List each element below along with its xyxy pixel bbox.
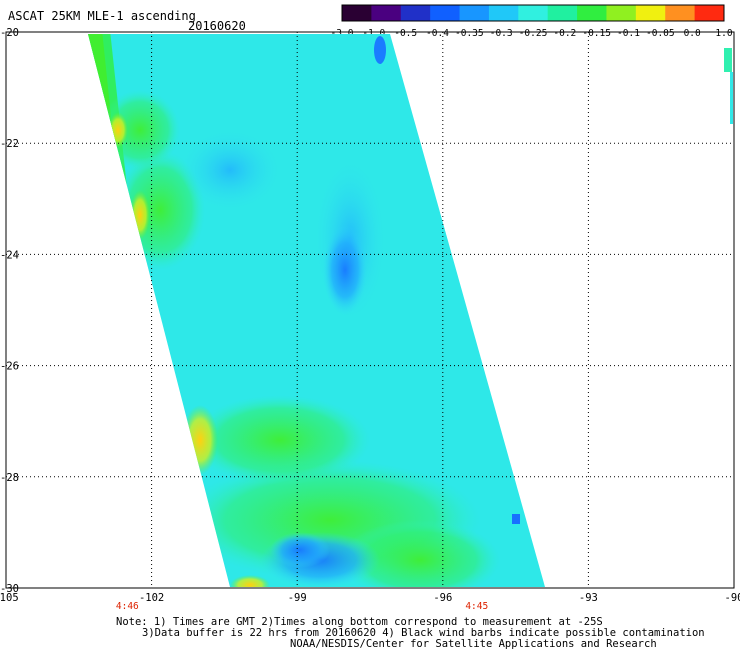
note-line-2: 3)Data buffer is 22 hrs from 20160620 4)…	[142, 627, 705, 639]
colorbar-label: -0.2	[553, 28, 576, 39]
colorbar-cell	[635, 5, 666, 21]
colorbar-label: -0.3	[490, 28, 513, 39]
time-labels: 4:46 4:45	[116, 601, 488, 612]
colorbar-cell	[400, 5, 431, 21]
colorbar-cell	[547, 5, 578, 21]
colorbar-cell	[459, 5, 490, 21]
colorbar-label: -3.0	[331, 28, 354, 39]
colorbar-label: -0.15	[582, 28, 611, 39]
colorbar-label: -0.5	[394, 28, 417, 39]
colorbar-label: -1.0	[362, 28, 385, 39]
edge-strip	[724, 48, 732, 72]
colorbar: -3.0 -1.0 -0.5 -0.4 -0.35 -0.3 -0.25 -0.2 -0.15-…	[331, 4, 733, 39]
colorbar-cell	[665, 5, 696, 21]
graticule	[6, 32, 734, 588]
colorbar-cell	[518, 5, 549, 21]
longitude-label: -105	[0, 592, 19, 604]
longitude-label: -96	[433, 592, 452, 604]
colorbar-cell	[488, 5, 519, 21]
note-line-1: Note: 1) Times are GMT 2)Times along bot…	[116, 616, 603, 628]
latitude-label: -22	[0, 138, 19, 150]
colorbar-cell	[606, 5, 637, 21]
colorbar-cell	[577, 5, 607, 21]
longitude-label: -90	[725, 592, 740, 604]
latitude-label: -30	[0, 583, 19, 595]
colorbar-cell	[694, 5, 725, 21]
time-label: 4:45	[465, 601, 488, 612]
colorbar-cell	[342, 5, 372, 21]
colorbar-label: -0.05	[646, 28, 675, 39]
map-panel: -105-102-99-96-93-90 -20-22-24-26-28-30 …	[0, 27, 740, 612]
colorbar-cell	[430, 5, 461, 21]
colorbar-label: -0.4	[426, 28, 449, 39]
longitude-labels: -105 -102 -99 -96 -93 -90	[0, 592, 740, 604]
colorbar-label: 1.0	[715, 28, 732, 39]
colorbar-label: -0.35	[455, 28, 484, 39]
colorbar-label: -0.1	[617, 28, 640, 39]
latitude-label: -28	[0, 472, 19, 484]
latitude-label: -20	[0, 27, 19, 39]
longitude-label: -102	[139, 592, 164, 604]
ascat-swath	[88, 34, 545, 587]
colorbar-label: -0.25	[519, 28, 548, 39]
time-label: 4:46	[116, 601, 139, 612]
colorbar-cell	[371, 5, 402, 21]
latitude-label: -26	[0, 361, 19, 373]
longitude-label: -99	[288, 592, 307, 604]
map-title: ASCAT 25KM MLE-1 ascending	[8, 9, 196, 23]
map-date: 20160620	[188, 19, 246, 33]
latitude-label: -24	[0, 249, 19, 261]
note-line-3: NOAA/NESDIS/Center for Satellite Applica…	[290, 638, 657, 650]
colorbar-label: 0.0	[684, 28, 701, 39]
latitude-labels: -20 -22 -24 -26 -28 -30	[0, 27, 19, 595]
map-frame	[5, 31, 735, 589]
longitude-label: -93	[579, 592, 598, 604]
